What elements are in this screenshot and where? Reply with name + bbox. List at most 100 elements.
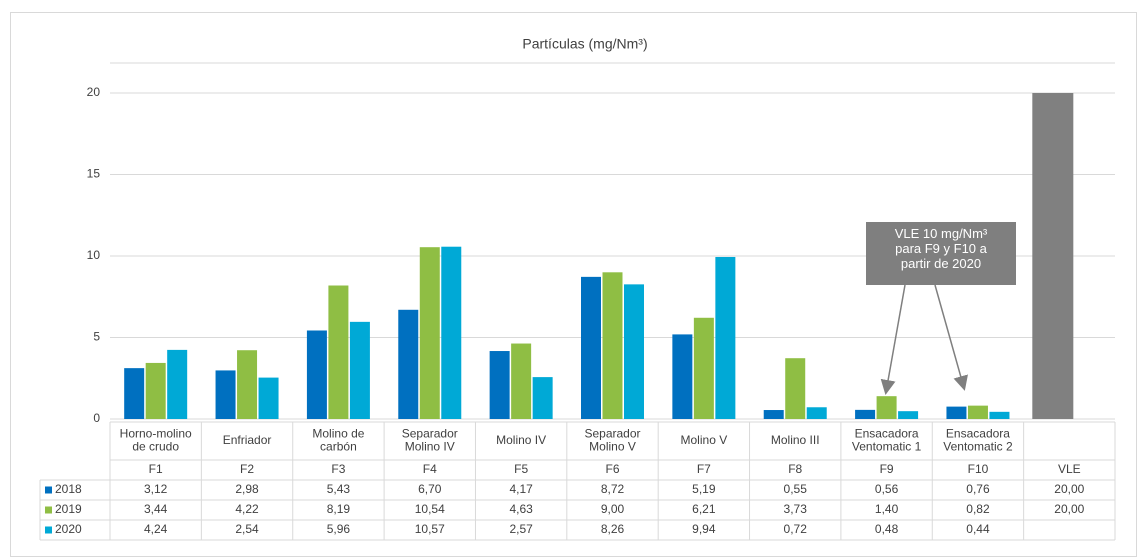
data-label: 0,76	[966, 482, 990, 496]
data-label: 10,57	[415, 522, 445, 536]
bar	[876, 396, 897, 419]
x-tick-label: F9	[880, 462, 894, 476]
category-description: Molino IV	[496, 433, 546, 447]
bar	[946, 406, 967, 419]
bar	[237, 350, 258, 419]
bar	[989, 411, 1010, 419]
x-tick-label: F7	[697, 462, 711, 476]
data-label: 20,00	[1054, 502, 1084, 516]
bar	[215, 370, 236, 419]
x-tick-label: F6	[605, 462, 619, 476]
x-tick-label: F1	[149, 462, 163, 476]
bar	[693, 317, 714, 419]
data-label: 0,72	[784, 522, 808, 536]
legend-label: 2020	[55, 522, 82, 536]
bar	[855, 409, 876, 419]
x-tick-label: F3	[331, 462, 345, 476]
data-label: 2,57	[509, 522, 533, 536]
bar	[124, 368, 145, 419]
y-tick-label: 0	[93, 411, 100, 425]
data-label: 3,44	[144, 502, 168, 516]
annotation-arrow	[934, 284, 968, 391]
data-label: 8,19	[327, 502, 351, 516]
bar	[306, 330, 327, 419]
bar	[167, 349, 188, 419]
data-label: 8,72	[601, 482, 625, 496]
data-label: 6,21	[692, 502, 716, 516]
y-tick-label: 20	[87, 85, 101, 99]
category-description: Horno-molino de crudo	[120, 427, 192, 454]
data-label: 3,12	[144, 482, 168, 496]
x-tick-label: F10	[968, 462, 989, 476]
bar	[806, 407, 827, 419]
data-label: 2,98	[235, 482, 259, 496]
x-tick-label: F8	[788, 462, 802, 476]
category-description: Separador Molino V	[584, 427, 640, 454]
bar	[419, 247, 440, 419]
data-label: 5,96	[327, 522, 351, 536]
annotation: VLE 10 mg/Nm³ para F9 y F10 a partir de …	[866, 222, 1016, 285]
x-tick-label: F4	[423, 462, 437, 476]
data-label: 0,82	[966, 502, 990, 516]
bar	[672, 334, 693, 419]
data-label: 2,54	[235, 522, 259, 536]
legend-label: 2019	[55, 502, 82, 516]
category-description: Molino V	[681, 433, 728, 447]
y-tick-label: 10	[87, 248, 101, 262]
x-tick-label: VLE	[1058, 462, 1081, 476]
legend-swatch	[45, 526, 52, 534]
legend-swatch	[45, 506, 52, 514]
data-label: 9,00	[601, 502, 625, 516]
chart-title: Partículas (mg/Nm³)	[522, 36, 647, 52]
data-label: 3,73	[784, 502, 808, 516]
bar	[785, 358, 806, 419]
x-tick-label: F2	[240, 462, 254, 476]
bar	[715, 256, 736, 419]
data-label: 4,22	[235, 502, 259, 516]
category-description: Molino de carbón	[312, 427, 364, 454]
data-label: 5,43	[327, 482, 351, 496]
bar	[489, 351, 510, 419]
data-label: 0,56	[875, 482, 899, 496]
bar	[258, 377, 279, 419]
data-label: 9,94	[692, 522, 716, 536]
legend-swatch	[45, 486, 52, 494]
bar	[532, 377, 553, 419]
bar	[328, 285, 349, 419]
data-label: 8,26	[601, 522, 625, 536]
legend-label: 2018	[55, 482, 82, 496]
bar	[581, 276, 601, 419]
bar	[624, 284, 644, 419]
bar	[602, 272, 623, 419]
y-tick-label: 5	[93, 330, 100, 344]
data-label: 0,48	[875, 522, 899, 536]
y-tick-label: 15	[87, 167, 101, 181]
category-description: Separador Molino IV	[402, 427, 458, 454]
category-description: Molino III	[771, 433, 820, 447]
annotation-arrow	[880, 284, 906, 395]
data-label: 0,44	[966, 522, 990, 536]
data-label: 4,63	[509, 502, 533, 516]
bar	[763, 410, 784, 419]
category-description: Enfriador	[223, 433, 272, 447]
bar	[511, 343, 532, 419]
bar	[967, 405, 988, 419]
data-label: 1,40	[875, 502, 899, 516]
data-label: 4,24	[144, 522, 168, 536]
bar	[349, 321, 370, 419]
data-label: 0,55	[784, 482, 808, 496]
x-tick-label: F5	[514, 462, 528, 476]
data-label: 5,19	[692, 482, 716, 496]
data-label: 6,70	[418, 482, 442, 496]
limit-bar	[1032, 93, 1074, 419]
category-description: Ensacadora Ventomatic 1	[852, 427, 922, 454]
bar	[898, 411, 919, 419]
bar	[145, 362, 166, 419]
bar	[398, 309, 419, 419]
data-label: 4,17	[509, 482, 533, 496]
data-label: 20,00	[1054, 482, 1084, 496]
bar	[441, 246, 462, 419]
category-description: Ensacadora Ventomatic 2	[943, 427, 1013, 454]
